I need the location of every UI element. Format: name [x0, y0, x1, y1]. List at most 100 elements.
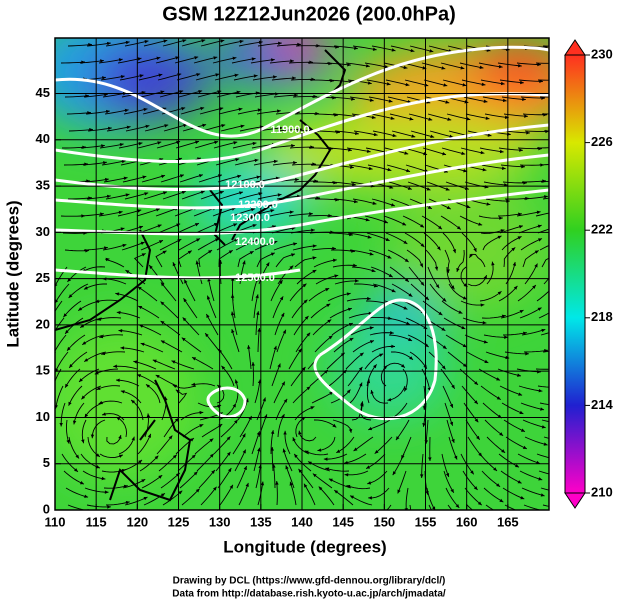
streamline-arrow [522, 445, 527, 449]
colorbar [564, 54, 586, 494]
streamline-arrow [199, 424, 204, 428]
streamline-arrow [234, 419, 238, 424]
streamline-arrow [369, 98, 374, 102]
streamline-arrow [373, 284, 378, 288]
streamline-arrow [215, 73, 220, 77]
streamline-arrow [477, 501, 482, 506]
streamline-arrow [252, 224, 257, 228]
streamline-arrow [537, 62, 541, 67]
streamline-arrow [158, 240, 163, 244]
streamline [67, 197, 92, 200]
streamline [290, 366, 306, 387]
streamline [81, 419, 87, 444]
streamline-arrow [158, 73, 163, 77]
streamline [219, 260, 222, 285]
streamline-arrow [242, 433, 246, 438]
streamline [179, 174, 203, 183]
streamline-arrow [79, 378, 83, 382]
streamline-arrow [438, 225, 442, 230]
streamline-arrow [487, 133, 492, 137]
streamline-arrow [525, 352, 529, 356]
streamline-arrow [430, 134, 435, 139]
streamline-arrow [298, 430, 302, 435]
streamline-arrow [65, 329, 69, 334]
streamline-arrow [445, 100, 450, 104]
streamline [218, 348, 233, 370]
streamline [247, 345, 252, 370]
streamline [104, 109, 129, 115]
y-tick-label: 5 [43, 455, 50, 470]
streamline-arrow [292, 437, 296, 442]
streamline [402, 215, 425, 228]
streamline-arrow [499, 498, 504, 503]
streamline [291, 163, 316, 166]
streamline-arrow [371, 268, 376, 273]
streamline-arrow [200, 106, 205, 111]
streamline [270, 279, 283, 302]
streamline [505, 130, 530, 134]
streamline-arrow [270, 447, 274, 451]
streamline-arrow [451, 384, 455, 389]
streamline-arrow [229, 484, 233, 489]
streamline [271, 77, 296, 81]
streamline [343, 453, 367, 464]
x-tick-label: 155 [415, 514, 437, 529]
streamline-arrow [140, 342, 145, 347]
streamline [353, 436, 374, 452]
streamline [101, 160, 126, 166]
streamline-arrow [350, 165, 354, 169]
streamline [484, 419, 504, 437]
streamline-arrow [392, 133, 397, 138]
streamline-arrow [520, 495, 525, 500]
streamline [81, 266, 106, 273]
streamline-arrow [160, 282, 165, 287]
streamline [536, 290, 549, 302]
streamline [159, 238, 182, 251]
streamline-arrow [144, 40, 149, 44]
streamline-arrow [168, 435, 173, 440]
streamline-arrow [147, 433, 151, 438]
streamline [349, 96, 374, 102]
streamline-arrow [157, 224, 162, 228]
streamline [542, 350, 549, 353]
streamline-arrow [103, 161, 107, 165]
streamline-arrow [178, 490, 183, 495]
streamline [60, 61, 86, 64]
streamline [369, 332, 394, 336]
streamline-arrow [155, 375, 160, 379]
streamline-arrow [450, 285, 455, 290]
streamline-arrow [353, 447, 358, 452]
streamline [332, 113, 357, 118]
streamline [331, 181, 356, 186]
streamline-arrow [365, 64, 370, 68]
streamline-arrow [125, 270, 130, 274]
streamline [422, 300, 443, 316]
colorbar-tick-label: 210 [591, 484, 613, 499]
streamline-arrow [211, 469, 215, 474]
streamline-arrow [172, 384, 177, 389]
streamline [325, 467, 350, 472]
streamline-arrow [102, 412, 106, 416]
streamline [257, 193, 282, 200]
title: GSM 12Z12Jun2026 (200.0hPa) [162, 3, 455, 25]
streamline [157, 223, 181, 234]
streamline-arrow [285, 465, 289, 470]
streamline-arrow [561, 491, 565, 494]
streamline-arrow [131, 436, 135, 441]
streamline [68, 436, 80, 459]
streamline-arrow [391, 288, 396, 293]
streamline [257, 42, 282, 47]
contour-label: 11900.0 [270, 124, 309, 136]
streamline-arrow [556, 62, 560, 65]
streamline-arrow [312, 256, 317, 260]
streamline-arrow [369, 252, 374, 256]
streamline-arrow [484, 359, 489, 363]
streamline-arrow [282, 448, 287, 453]
streamline-arrow [558, 78, 562, 81]
streamline [503, 247, 516, 268]
streamline [516, 62, 541, 66]
streamline [313, 113, 339, 116]
streamline [212, 207, 236, 217]
streamline-arrow [289, 265, 294, 270]
y-tick-label: 40 [36, 131, 50, 146]
